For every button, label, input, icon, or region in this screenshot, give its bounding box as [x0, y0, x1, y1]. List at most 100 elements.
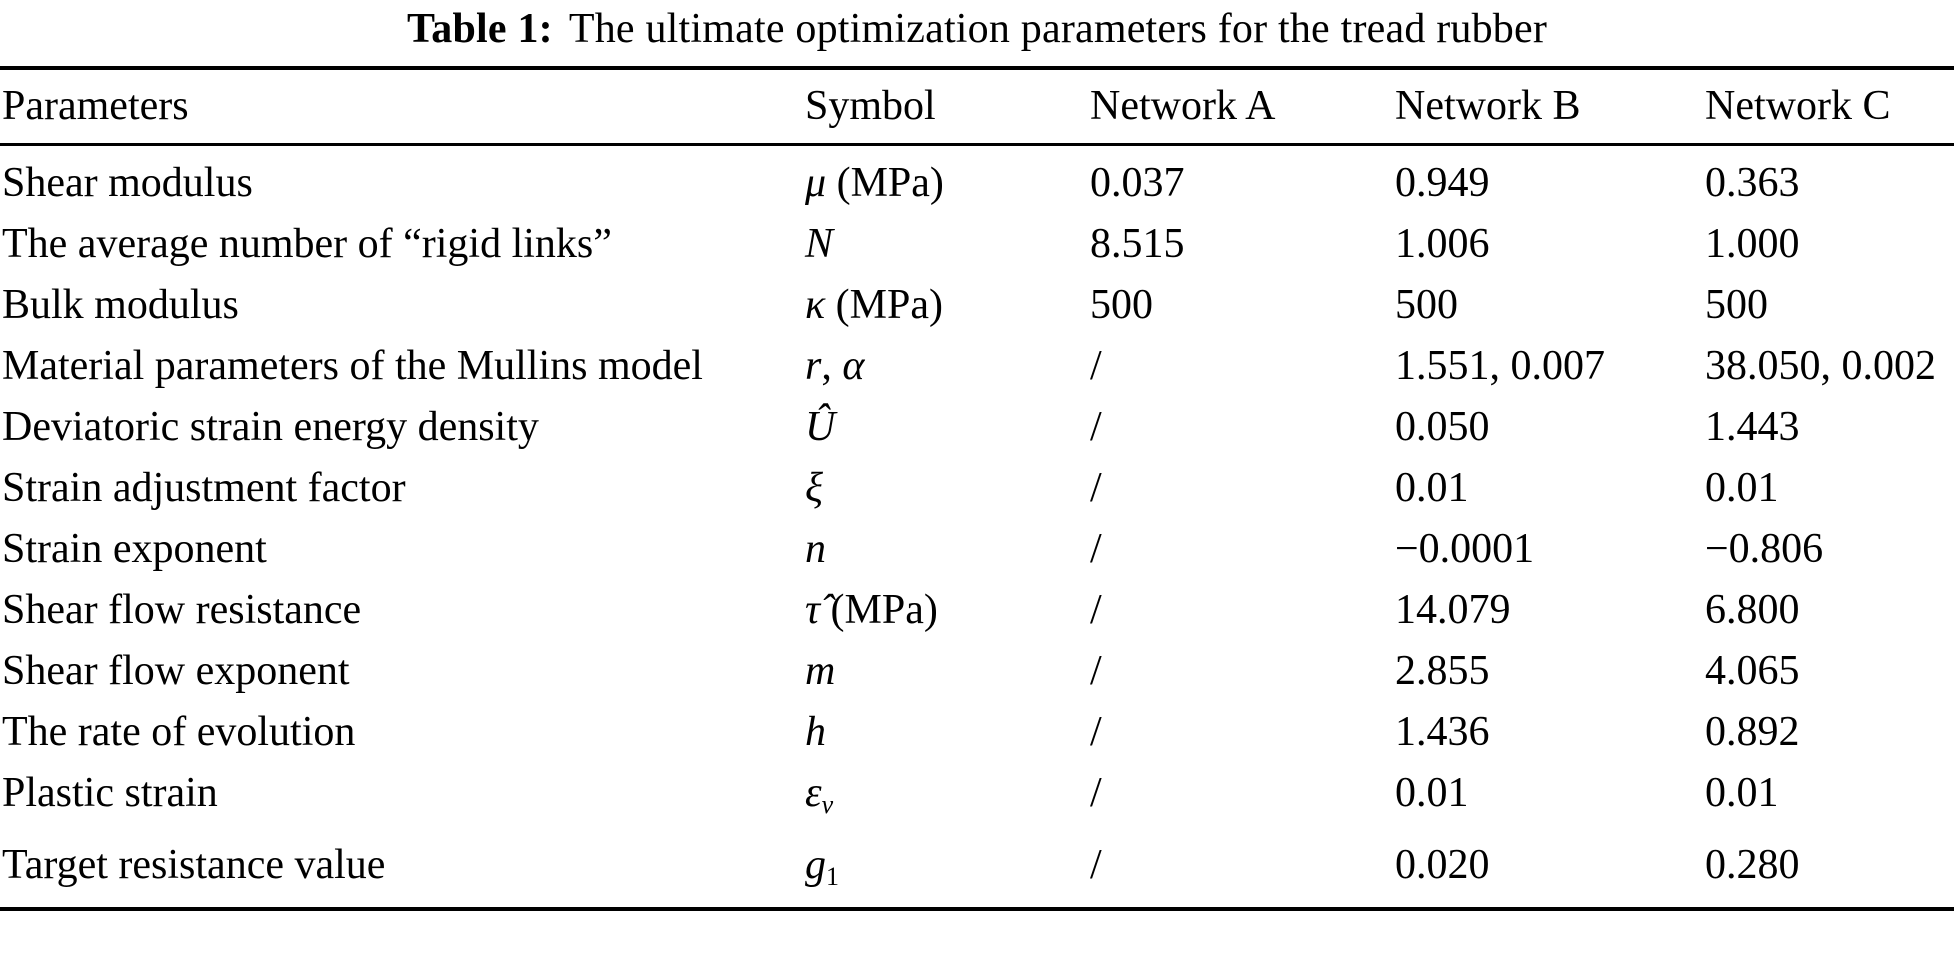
symbol-segment: μ — [805, 159, 827, 206]
symbol-segment: n — [805, 525, 826, 572]
cell-network-c: −0.806 — [1705, 525, 1824, 572]
col-header-network-a: Network A — [1090, 68, 1395, 146]
symbol-segment: r — [805, 342, 822, 389]
cell-parameter: Shear modulus — [2, 159, 253, 206]
col-header-network-c: Network C — [1705, 68, 1954, 146]
cell-network-a: 8.515 — [1090, 220, 1185, 267]
cell-network-c: 1.443 — [1705, 403, 1800, 450]
table-row: Target resistance value g1/ 0.020 0.280 — [0, 835, 1954, 909]
cell-symbol: r, α — [805, 336, 1090, 397]
symbol-segment: , — [821, 342, 843, 389]
cell-symbol: κ (MPa) — [805, 275, 1090, 336]
cell-parameter: Shear flow exponent — [2, 647, 350, 694]
cell-symbol: h — [805, 702, 1090, 763]
cell-symbol: ξ — [805, 458, 1090, 519]
table-row: The rate of evolution h / 1.436 0.892 — [0, 702, 1954, 763]
cell-parameter: The rate of evolution — [2, 708, 356, 755]
cell-network-b: 14.079 — [1395, 586, 1511, 633]
cell-parameter: Material parameters of the Mullins model — [2, 342, 703, 389]
col-header-parameters: Parameters — [0, 68, 805, 146]
cell-parameter: Strain exponent — [2, 525, 267, 572]
cell-network-b: 2.855 — [1395, 647, 1490, 694]
cell-network-b: 1.436 — [1395, 708, 1490, 755]
symbol-segment: τ̂ — [805, 586, 821, 633]
cell-network-b: 0.050 — [1395, 403, 1490, 450]
symbol-segment: h — [805, 708, 826, 755]
parameters-table: Parameters Symbol Network A Network B Ne… — [0, 66, 1954, 911]
table-row: Bulk modulus κ (MPa) 500 500 500 — [0, 275, 1954, 336]
cell-network-b: 0.020 — [1395, 841, 1490, 888]
table-caption: Table 1: The ultimate optimization parame… — [0, 0, 1954, 53]
cell-network-a: / — [1090, 769, 1102, 816]
cell-network-c: 1.000 — [1705, 220, 1800, 267]
cell-symbol: m — [805, 641, 1090, 702]
cell-symbol: εv — [805, 763, 1090, 835]
cell-network-b: 500 — [1395, 281, 1458, 328]
cell-symbol: τ̂ (MPa) — [805, 580, 1090, 641]
cell-network-a: / — [1090, 708, 1102, 755]
symbol-segment: α — [842, 342, 865, 389]
cell-network-b: 0.949 — [1395, 159, 1490, 206]
table-row: Deviatoric strain energy density Û / 0.050 1… — [0, 397, 1954, 458]
cell-network-a: 500 — [1090, 281, 1153, 328]
cell-symbol: n — [805, 519, 1090, 580]
cell-parameter: Deviatoric strain energy density — [2, 403, 539, 450]
table-row: Shear flow exponent m / 2.855 4.065 — [0, 641, 1954, 702]
cell-parameter: Plastic strain — [2, 769, 218, 816]
cell-network-a: / — [1090, 342, 1102, 389]
cell-symbol: Û — [805, 397, 1090, 458]
symbol-segment: v — [821, 789, 834, 819]
symbol-segment: (MPa) — [820, 586, 938, 633]
cell-symbol: N — [805, 214, 1090, 275]
symbol-segment: (MPa) — [825, 281, 943, 328]
cell-network-a: 0.037 — [1090, 159, 1185, 206]
cell-symbol: μ (MPa) — [805, 144, 1090, 214]
cell-network-a: / — [1090, 841, 1102, 888]
cell-symbol: g1 — [805, 835, 1090, 909]
table-row: Material parameters of the Mullins model… — [0, 336, 1954, 397]
cell-network-b: 0.01 — [1395, 769, 1469, 816]
symbol-segment: κ — [805, 281, 826, 328]
cell-network-c: 0.280 — [1705, 841, 1800, 888]
cell-network-b: 0.01 — [1395, 464, 1469, 511]
symbol-segment: g — [805, 841, 826, 888]
cell-network-c: 38.050, 0.002 — [1705, 342, 1936, 389]
cell-parameter: Shear flow resistance — [2, 586, 362, 633]
cell-network-a: / — [1090, 525, 1102, 572]
table-row: Shear modulus μ (MPa) 0.037 0.949 0.363 — [0, 144, 1954, 214]
header-row: Parameters Symbol Network A Network B Ne… — [0, 68, 1954, 146]
table-row: The average number of “rigid links” N 8.51… — [0, 214, 1954, 275]
cell-network-c: 0.01 — [1705, 769, 1779, 816]
cell-parameter: Strain adjustment factor — [2, 464, 406, 511]
table-row: Plastic strain εv/0.01 0.01 — [0, 763, 1954, 835]
table-caption-text: The ultimate optimization parameters for… — [568, 6, 1548, 52]
symbol-segment: (MPa) — [826, 159, 944, 206]
cell-network-c: 0.892 — [1705, 708, 1800, 755]
cell-parameter: Target resistance value — [2, 841, 386, 888]
cell-network-a: / — [1090, 586, 1102, 633]
cell-network-c: 500 — [1705, 281, 1768, 328]
cell-network-a: / — [1090, 403, 1102, 450]
table-row: Strain exponent n / −0.0001 −0.806 — [0, 519, 1954, 580]
table-header: Parameters Symbol Network A Network B Ne… — [0, 68, 1954, 146]
cell-network-b: −0.0001 — [1395, 525, 1535, 572]
cell-network-c: 0.363 — [1705, 159, 1800, 206]
cell-parameter: The average number of “rigid links” — [2, 220, 612, 267]
symbol-segment: ε — [805, 769, 822, 816]
cell-parameter: Bulk modulus — [2, 281, 239, 328]
table-row: Shear flow resistance τ̂ (MPa)/14.079 6.80… — [0, 580, 1954, 641]
cell-network-c: 4.065 — [1705, 647, 1800, 694]
cell-network-c: 6.800 — [1705, 586, 1800, 633]
cell-network-a: / — [1090, 464, 1102, 511]
col-header-network-b: Network B — [1395, 68, 1705, 146]
cell-network-b: 1.006 — [1395, 220, 1490, 267]
table-caption-label: Table 1: — [406, 6, 553, 52]
table-row: Strain adjustment factor ξ / 0.01 0.01 — [0, 458, 1954, 519]
symbol-segment: N — [805, 220, 834, 267]
symbol-segment: ξ — [805, 464, 823, 511]
symbol-segment: Û — [805, 403, 836, 450]
symbol-segment: m — [805, 647, 836, 694]
cell-network-a: / — [1090, 647, 1102, 694]
table-body: Shear modulus μ (MPa) 0.037 0.949 0.363 The a… — [0, 144, 1954, 909]
